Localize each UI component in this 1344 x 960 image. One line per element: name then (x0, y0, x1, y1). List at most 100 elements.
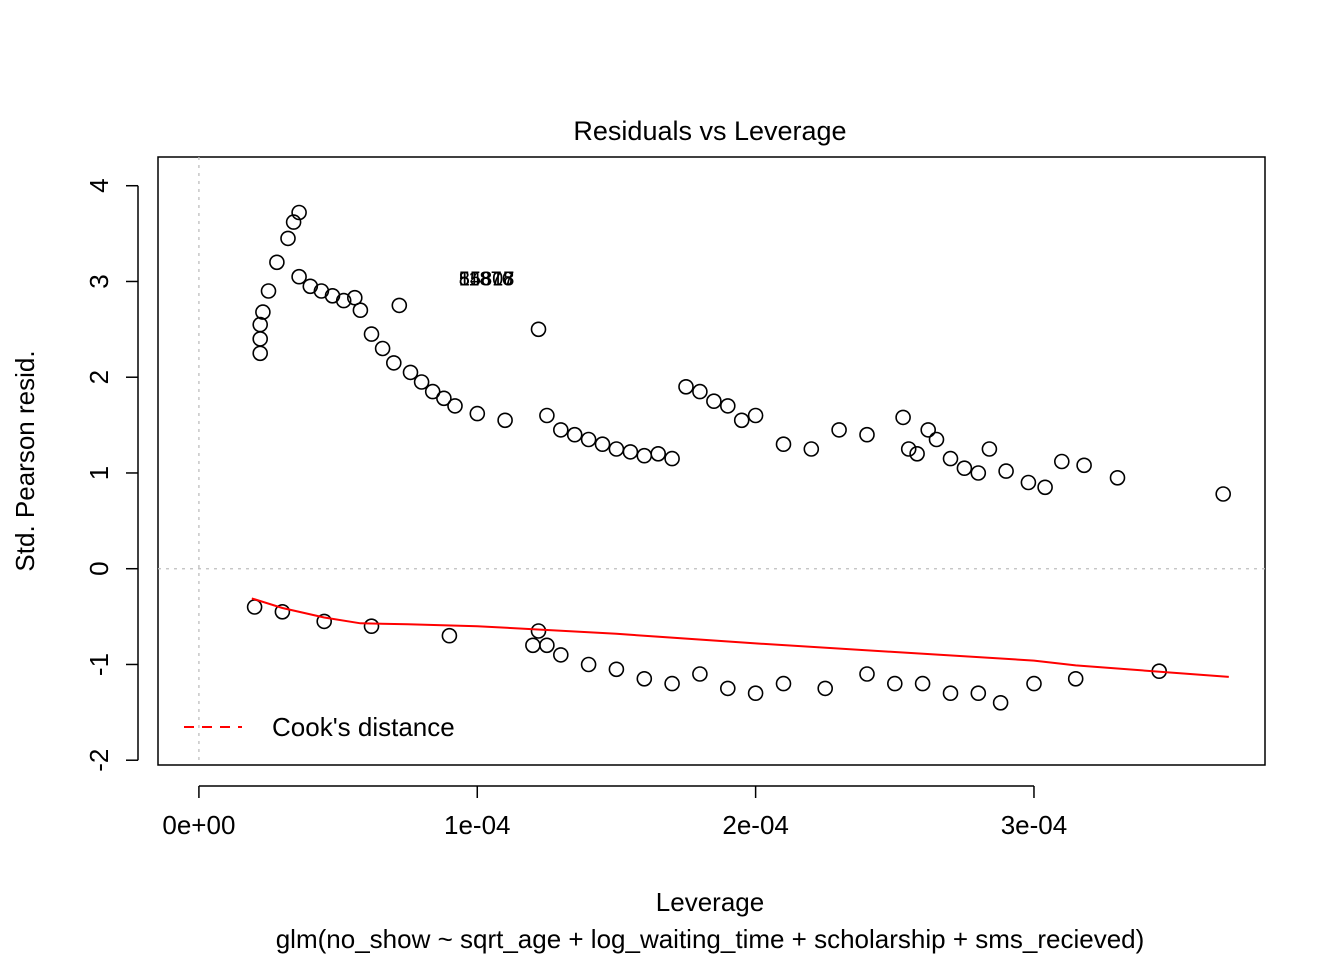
residual-point (291, 268, 307, 285)
legend-label: Cook's distance (272, 712, 455, 742)
residual-point (436, 390, 452, 407)
residual-point (525, 637, 541, 654)
residual-point (260, 283, 277, 299)
residual-point (1026, 675, 1042, 692)
residual-point (566, 426, 583, 443)
x-tick-label: 1e-04 (444, 810, 511, 840)
y-axis: -2 -1 0 1 2 3 4 (84, 178, 139, 772)
residual-point (775, 675, 792, 692)
residual-point (886, 675, 903, 692)
y-tick-label: 4 (84, 178, 114, 192)
point-label: 55318 (459, 269, 515, 291)
residual-point (920, 422, 937, 438)
residual-point (252, 331, 269, 347)
y-tick-label: 3 (84, 274, 114, 288)
residual-point (363, 326, 380, 342)
residual-point (956, 460, 973, 477)
residual-point (252, 316, 269, 333)
residual-point (552, 422, 569, 438)
residual-point (608, 661, 625, 678)
residual-point (692, 666, 708, 682)
residual-point (497, 412, 513, 429)
residual-point (530, 321, 547, 338)
y-tick-label: 0 (84, 561, 114, 575)
y-tick-label: -1 (84, 653, 114, 676)
x-tick-label: 2e-04 (722, 810, 789, 840)
residual-point (594, 436, 611, 453)
residual-point (280, 230, 296, 247)
residual-point (928, 431, 945, 448)
residual-point (817, 680, 834, 697)
residual-point (447, 398, 463, 414)
residual-point (664, 675, 680, 692)
residual-point (291, 204, 307, 221)
residual-point (775, 436, 792, 453)
residual-point (719, 398, 736, 414)
residual-point (346, 289, 363, 306)
residual-point (580, 431, 597, 448)
residual-point (363, 618, 380, 635)
residual-point (942, 685, 959, 702)
residual-point (413, 374, 430, 390)
residual-point (706, 393, 722, 410)
residual-point (733, 412, 750, 429)
residual-point (622, 444, 639, 460)
residual-point (1020, 474, 1037, 491)
chart-title: Residuals vs Leverage (573, 116, 846, 146)
residual-point (1067, 670, 1084, 687)
residual-point (469, 405, 486, 422)
residual-point (900, 441, 917, 457)
residual-point (678, 378, 694, 395)
residual-point (859, 426, 875, 443)
residual-point (285, 214, 302, 230)
residual-point (1076, 457, 1092, 474)
residual-point (981, 441, 998, 457)
x-axis-label: Leverage (656, 887, 764, 917)
residual-point (1109, 469, 1126, 486)
residual-point (942, 450, 959, 467)
residual-point (992, 694, 1009, 711)
residual-point (252, 345, 269, 362)
residual-point (909, 445, 925, 462)
residual-point (831, 422, 847, 438)
y-tick-label: 2 (84, 370, 114, 384)
point-label: 84807 (459, 269, 515, 291)
residual-point (391, 297, 408, 314)
residual-point (335, 292, 352, 309)
residual-point (385, 355, 402, 371)
residual-point (692, 383, 708, 400)
residual-point (859, 666, 875, 682)
residual-point (747, 685, 764, 702)
residual-point (580, 656, 597, 673)
residual-point (352, 302, 369, 319)
x-axis: 0e+00 1e-04 2e-04 3e-04 (162, 785, 1067, 840)
y-axis-label: Std. Pearson resid. (10, 350, 40, 571)
residual-points (246, 204, 1231, 711)
residual-point (424, 383, 441, 400)
residual-point (441, 627, 458, 644)
residual-point (255, 304, 271, 320)
residual-point (636, 670, 653, 687)
residual-point (1215, 486, 1231, 502)
residual-point (970, 465, 987, 481)
point-label: 11876 (459, 269, 513, 291)
residual-point (747, 407, 764, 424)
residual-point (1054, 453, 1070, 470)
residual-point (539, 407, 555, 424)
residual-point (316, 613, 333, 630)
smooth-line (251, 597, 1229, 678)
residual-point (664, 450, 680, 467)
residual-point (719, 680, 736, 697)
y-tick-label: 1 (84, 466, 114, 480)
residual-point (539, 637, 555, 654)
residual-point (650, 445, 667, 462)
smooth-line-layer (251, 597, 1229, 678)
residual-point (269, 254, 285, 271)
residual-point (636, 447, 653, 464)
residual-point (1037, 479, 1053, 496)
residual-point (998, 463, 1014, 479)
x-tick-label: 0e+00 (162, 810, 235, 840)
residual-point (274, 603, 291, 620)
